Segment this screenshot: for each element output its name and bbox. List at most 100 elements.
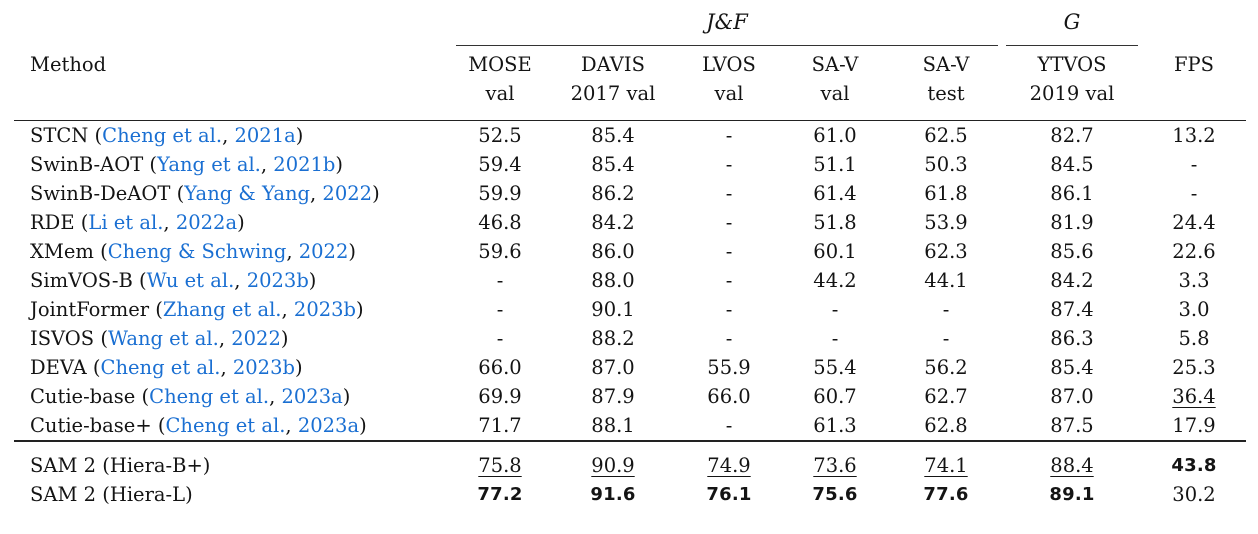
citation-year-link[interactable]: 2023a (281, 385, 343, 408)
citation-link[interactable]: Cheng & Schwing (107, 240, 287, 263)
metric-cell: 77.2 (477, 484, 523, 505)
method-cell: STCN (Cheng et al., 2021a) (14, 121, 452, 151)
metric-cell: 53.9 (924, 211, 968, 234)
metric-cell: 66.0 (707, 385, 751, 408)
metric-cell: 61.4 (813, 182, 857, 205)
citation-year-link[interactable]: 2021b (273, 153, 336, 176)
citation-link[interactable]: Yang & Yang (184, 182, 311, 205)
metric-cell: - (725, 298, 733, 321)
metric-cell: 86.1 (1050, 182, 1094, 205)
paren: ) (359, 414, 367, 437)
col-header-line2: test (927, 82, 965, 105)
metric-cell: 50.3 (924, 153, 968, 176)
metric-cell: 22.6 (1172, 240, 1216, 263)
metric-cell: - (496, 327, 504, 350)
col-header-line1: LVOS (702, 53, 756, 76)
citation-year-link[interactable]: 2021a (234, 124, 296, 147)
method-cell: DEVA (Cheng et al., 2023b) (14, 353, 452, 382)
prior-work-group: STCN (Cheng et al., 2021a) 52.5 85.4-61.0 6… (14, 121, 1246, 442)
metric-cell: 84.5 (1050, 153, 1094, 176)
table-row: SAM 2 (Hiera-L) 77.2 91.6 76.1 75.6 77.6 89.1 3… (14, 480, 1246, 509)
metric-cell: 46.8 (478, 211, 522, 234)
metric-cell: 85.6 (1050, 240, 1094, 263)
col-header-line2: val (820, 82, 850, 105)
metric-cell: 74.1 (924, 454, 968, 477)
method-name: SwinB-DeAOT (30, 182, 171, 205)
method-name: Cutie-base+ (30, 414, 152, 437)
citation-year-link[interactable]: 2023b (293, 298, 357, 321)
method-name: JointFormer (30, 298, 150, 321)
col-header-line2: 2019 val (1029, 82, 1115, 105)
col-header-line2: 2017 val (570, 82, 656, 105)
metric-cell: 88.0 (591, 269, 635, 292)
metric-cell: 61.3 (813, 414, 857, 437)
table-row: SimVOS-B (Wu et al., 2023b) - 88.0 - 44.2 44.… (14, 266, 1246, 295)
col-header-line1: DAVIS (581, 53, 645, 76)
metric-cell: 86.2 (591, 182, 635, 205)
paren: ( (170, 182, 185, 205)
metric-cell: 87.5 (1050, 414, 1094, 437)
citation-year-link[interactable]: 2022 (231, 327, 281, 350)
comma: , (310, 182, 323, 205)
metric-cell: 62.8 (924, 414, 968, 437)
citation-year-link[interactable]: 2023b (246, 269, 309, 292)
paren: ( (135, 385, 150, 408)
method-name: ISVOS (30, 327, 95, 350)
table-row: SAM 2 (Hiera-B+) 75.8 90.9 74.9 73.6 74.1 88.4… (14, 441, 1246, 480)
metric-cell: 71.7 (478, 414, 522, 437)
col-header-method: Method (14, 48, 452, 121)
comma: , (285, 414, 298, 437)
citation-link[interactable]: Li et al. (88, 211, 164, 234)
paren: ) (280, 327, 289, 350)
citation-year-link[interactable]: 2022 (298, 240, 349, 263)
paren: ( (94, 327, 108, 350)
method-cell: RDE (Li et al., 2022a) (14, 208, 452, 237)
citation-link[interactable]: Yang et al. (157, 153, 261, 176)
metric-cell: - (1190, 182, 1198, 205)
table-row: Cutie-base (Cheng et al., 2023a) 69.9 87.9… (14, 382, 1246, 411)
table-row: Cutie-base+ (Cheng et al., 2023a) 71.7 88.… (14, 411, 1246, 441)
paren: ) (237, 211, 245, 234)
citation-link[interactable]: Cheng et al. (165, 414, 286, 437)
paren: ( (149, 298, 163, 321)
metric-cell: 82.7 (1050, 124, 1094, 147)
paren: ( (151, 414, 166, 437)
metric-cell: 24.4 (1172, 211, 1216, 234)
method-cell: Cutie-base+ (Cheng et al., 2023a) (14, 411, 452, 441)
col-header-line2: val (485, 82, 515, 105)
metric-cell: 51.8 (813, 211, 857, 234)
paren: ) (348, 240, 356, 263)
citation-link[interactable]: Cheng et al. (149, 385, 270, 408)
method-name: DEVA (30, 356, 87, 379)
metric-cell: - (725, 124, 733, 147)
paren: ( (74, 211, 89, 234)
method-cell: SwinB-AOT (Yang et al., 2021b) (14, 150, 452, 179)
metric-cell: - (942, 327, 950, 350)
metric-cell: - (725, 182, 733, 205)
metric-cell: 90.1 (591, 298, 635, 321)
metric-cell: 87.4 (1050, 298, 1094, 321)
citation-year-link[interactable]: 2023a (297, 414, 360, 437)
comma: , (218, 327, 232, 350)
table-row: STCN (Cheng et al., 2021a) 52.5 85.4 - 61.0 6… (14, 121, 1246, 151)
paren: ( (93, 240, 108, 263)
metric-cell: 91.6 (590, 484, 636, 505)
method-cell: ISVOS (Wang et al., 2022) (14, 324, 452, 353)
citation-link[interactable]: Zhang et al. (162, 298, 282, 321)
metric-cell: 60.7 (813, 385, 857, 408)
citation-year-link[interactable]: 2022a (175, 211, 238, 234)
metric-cell: 55.4 (813, 356, 857, 379)
col-header-line1: FPS (1173, 53, 1214, 76)
citation-link[interactable]: Cheng et al. (102, 124, 223, 147)
citation-link[interactable]: Wu et al. (146, 269, 235, 292)
comma: , (286, 240, 299, 263)
paren: ( (143, 153, 158, 176)
col-header-line1: YTVOS (1037, 53, 1107, 76)
citation-year-link[interactable]: 2023b (232, 356, 295, 379)
citation-year-link[interactable]: 2022 (322, 182, 373, 205)
metric-group-header-row: J&F G (14, 4, 1246, 48)
comma: , (234, 269, 247, 292)
citation-link[interactable]: Cheng et al. (100, 356, 221, 379)
col-header-line1: SA-V (922, 53, 970, 76)
citation-link[interactable]: Wang et al. (107, 327, 219, 350)
